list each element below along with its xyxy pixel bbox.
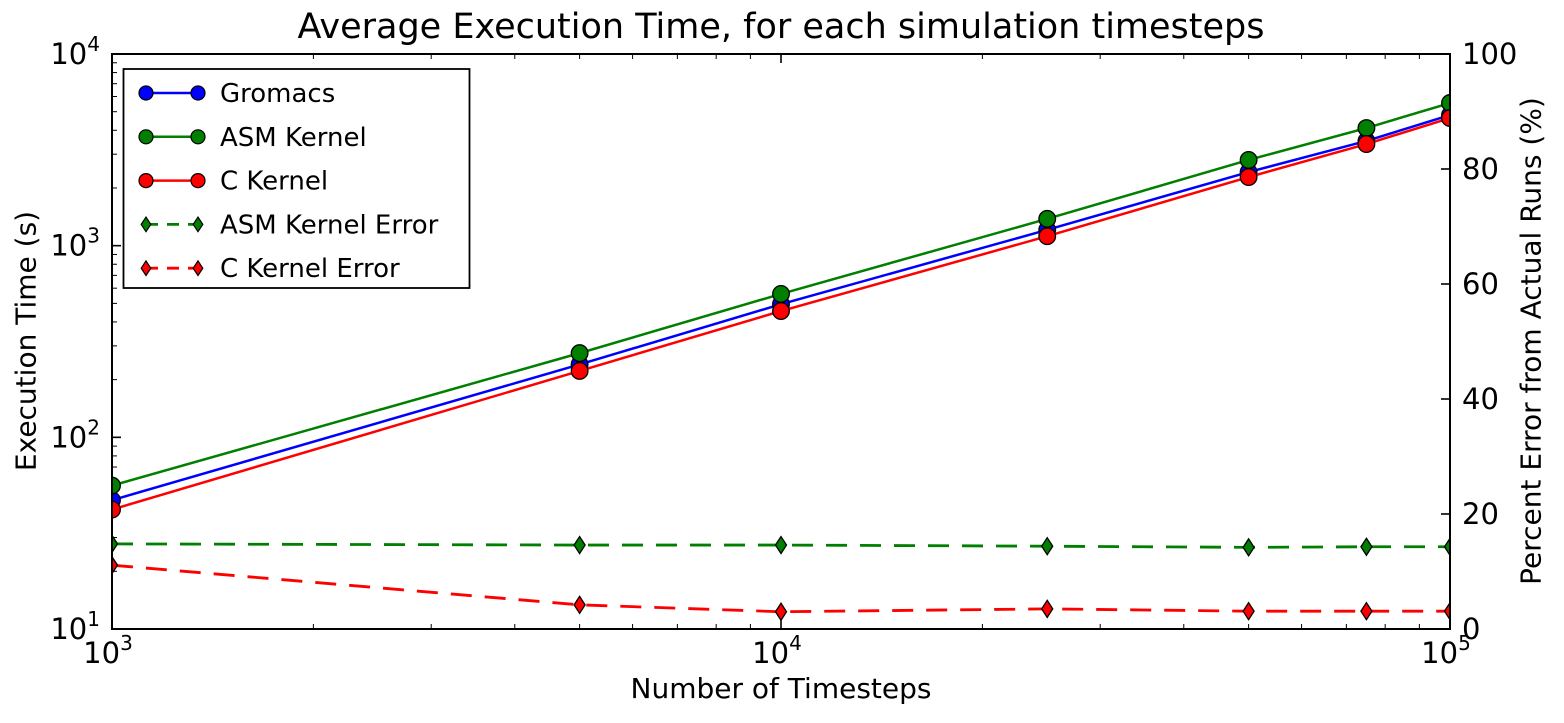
data-point-marker [1357,135,1376,153]
series-asm-kernel-error [112,534,1450,558]
data-point-marker [1040,536,1054,556]
data-point-marker [1242,537,1255,558]
series-asm-kernel [112,94,1450,495]
data-point-marker [1038,227,1057,246]
data-point-marker [112,555,119,575]
legend-entry-c-kernel: C Kernel [138,167,328,197]
legend-entry-gromacs: Gromacs [138,79,335,109]
legend-label: ASM Kernel [220,123,367,153]
data-point-marker [1360,537,1373,557]
tick-labels: 103 104 105 104 103 102 101 100 80 60 40 20 0 [50,32,1517,670]
data-point-marker [1242,601,1255,621]
data-point-marker [1040,599,1054,619]
legend-label: C Kernel [220,167,328,197]
data-point-marker [1443,537,1450,557]
y-right-tick-label: 0 [1462,612,1480,646]
x-tick-label: 104 [752,631,802,670]
data-point-marker [573,535,586,555]
series-c-kernel [112,109,1450,519]
data-point-marker [1443,601,1450,621]
legend-sample-marker [192,259,204,277]
legend-sample-marker [138,173,154,189]
legend-sample-marker [190,85,206,101]
x-tick-label: 103 [83,631,133,670]
data-point-marker [570,344,589,363]
x-tick-label: 105 [1421,631,1471,670]
y-left-tick-label: 102 [50,415,100,454]
data-point-marker [1239,151,1258,169]
legend-sample-marker [140,259,152,277]
series-c-kernel-error [112,555,1450,622]
data-point-marker [1357,119,1376,137]
data-point-marker [772,302,790,320]
data-point-marker [1239,168,1258,187]
legend-entry-c-kernel-error: C Kernel Error [140,254,400,284]
legend-label: ASM Kernel Error [220,210,439,240]
legend-sample-marker [192,216,204,233]
data-point-marker [772,284,790,303]
legend: Gromacs ASM Kernel C Kernel ASM Kernel Erro… [122,68,471,289]
data-point-marker [573,595,586,615]
legend-label: Gromacs [220,79,335,109]
legend-label: C Kernel Error [220,254,400,284]
legend-sample-marker [190,129,206,145]
y-left-tick-label: 104 [50,32,100,71]
y-right-tick-label: 20 [1462,497,1499,531]
data-point-marker [774,535,788,555]
y-left-tick-label: 101 [50,607,100,646]
data-point-marker [570,361,589,380]
data-point-marker [112,476,121,495]
data-point-marker [112,500,121,519]
legend-sample-marker [138,129,154,145]
y-left-tick-label: 103 [50,224,100,263]
y-right-tick-label: 100 [1462,37,1517,71]
data-point-marker [112,534,119,554]
chart-title: Average Execution Time, for each simulat… [297,7,1265,47]
legend-sample-marker [138,85,154,101]
legend-entry-asm-kernel: ASM Kernel [138,123,367,153]
x-axis-label: Number of Timesteps [630,672,932,705]
data-point-marker [774,602,788,622]
y-right-tick-label: 80 [1462,152,1499,186]
data-point-marker [1360,601,1373,621]
legend-box [122,68,471,289]
legend-sample-marker [140,216,152,233]
y-right-tick-label: 60 [1462,267,1499,301]
data-point-marker [1038,209,1057,228]
plot-frame [111,53,1451,630]
legend-entry-asm-kernel-error: ASM Kernel Error [140,210,439,240]
y-right-tick-label: 40 [1462,382,1499,416]
legend-sample-marker [190,173,206,189]
series-group [112,94,1450,622]
